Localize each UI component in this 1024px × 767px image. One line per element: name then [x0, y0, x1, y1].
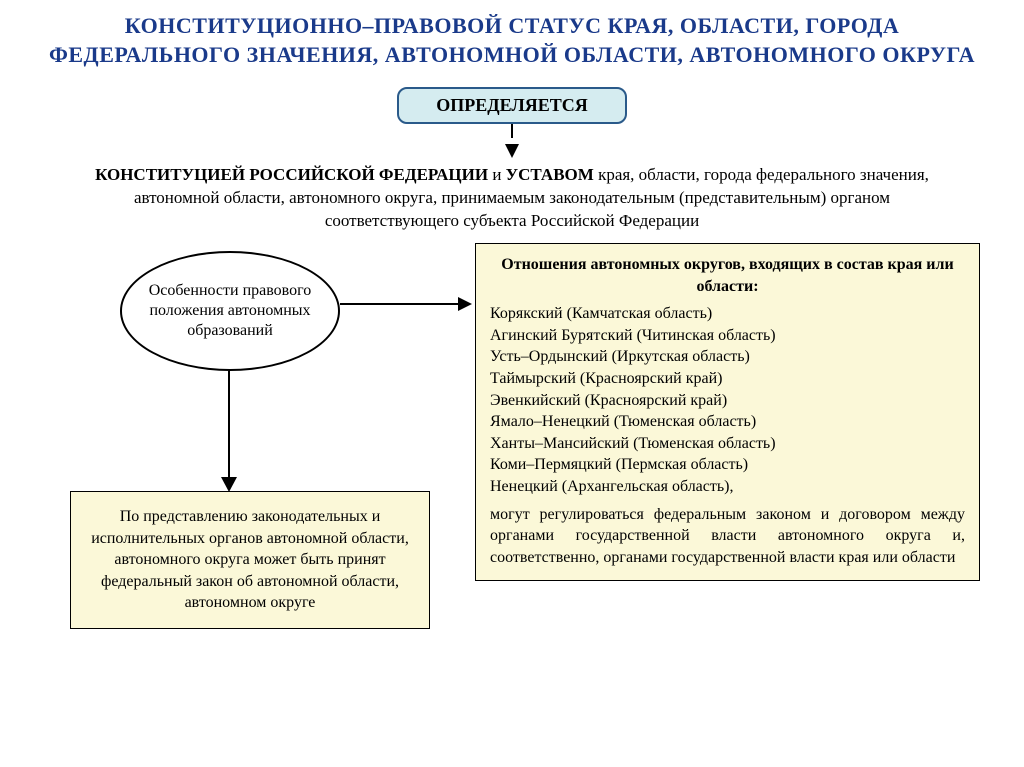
charter-bold: УСТАВОМ — [506, 165, 594, 184]
federal-law-box: По представлению законодательных и испол… — [70, 491, 430, 629]
list-item: Таймырский (Красноярский край) — [490, 368, 965, 390]
arrow-down-icon — [505, 144, 519, 158]
federal-law-text: По представлению законодательных и испол… — [91, 508, 409, 611]
arrow-down-left-head-icon — [221, 477, 237, 492]
list-item: Коми–Пермяцкий (Пермская область) — [490, 454, 965, 476]
list-item: Ханты–Мансийский (Тюменская область) — [490, 433, 965, 455]
constitution-bold: КОНСТИТУЦИЕЙ РОССИЙСКОЙ ФЕДЕРАЦИИ — [95, 165, 488, 184]
page-title: КОНСТИТУЦИОННО–ПРАВОВОЙ СТАТУС КРАЯ, ОБЛ… — [0, 0, 1024, 77]
arrow-stem-icon — [511, 124, 513, 138]
main-description: КОНСТИТУЦИЕЙ РОССИЙСКОЙ ФЕДЕРАЦИИ и УСТА… — [0, 160, 1024, 243]
diagram-area: Особенности правового положения автономн… — [0, 243, 1024, 703]
determines-box: ОПРЕДЕЛЯЕТСЯ — [397, 87, 627, 124]
okrug-list: Корякский (Камчатская область) Агинский … — [490, 303, 965, 497]
list-item: Ямало–Ненецкий (Тюменская область) — [490, 411, 965, 433]
okrug-heading: Отношения автономных округов, входящих в… — [490, 254, 965, 297]
features-ellipse: Особенности правового положения автономн… — [120, 251, 340, 371]
arrow-down-left-stem-icon — [228, 371, 230, 479]
list-item: Корякский (Камчатская область) — [490, 303, 965, 325]
list-item: Усть–Ордынский (Иркутская область) — [490, 346, 965, 368]
ellipse-label: Особенности правового положения автономн… — [140, 281, 320, 341]
arrow-right-icon — [340, 303, 470, 305]
list-item: Эвенкийский (Красноярский край) — [490, 390, 965, 412]
list-item: Агинский Бурятский (Читинская область) — [490, 325, 965, 347]
main-mid: и — [488, 165, 506, 184]
okrug-footer: могут регулироваться федеральным законом… — [490, 504, 965, 569]
okrug-relations-box: Отношения автономных округов, входящих в… — [475, 243, 980, 581]
list-item: Ненецкий (Архангельская область), — [490, 476, 965, 498]
